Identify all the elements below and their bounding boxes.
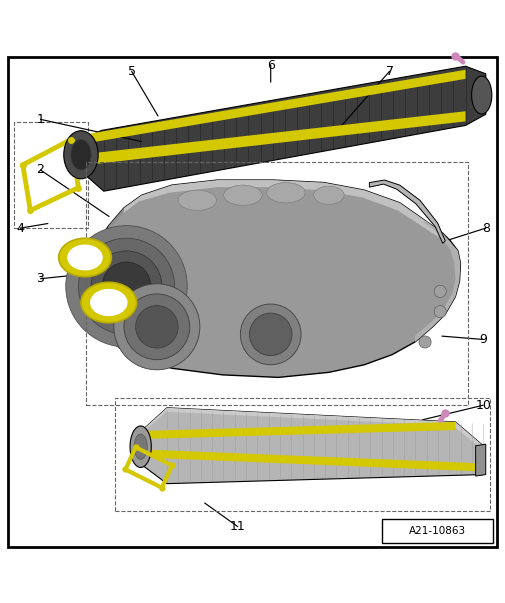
Ellipse shape — [266, 183, 305, 203]
Text: A21-10863: A21-10863 — [409, 526, 465, 536]
Polygon shape — [139, 422, 454, 439]
Ellipse shape — [178, 190, 216, 210]
Circle shape — [135, 306, 178, 348]
Ellipse shape — [134, 434, 147, 459]
Ellipse shape — [59, 238, 111, 277]
Circle shape — [66, 226, 187, 347]
Text: 2: 2 — [36, 163, 44, 177]
Polygon shape — [475, 444, 485, 476]
Circle shape — [114, 284, 199, 370]
Text: 3: 3 — [36, 272, 44, 285]
Circle shape — [433, 306, 445, 318]
Text: 7: 7 — [385, 65, 393, 78]
Polygon shape — [78, 111, 465, 166]
Ellipse shape — [471, 76, 491, 114]
Polygon shape — [139, 449, 482, 472]
Circle shape — [78, 238, 174, 335]
Bar — [86, 162, 467, 405]
Text: 6: 6 — [266, 58, 274, 72]
Polygon shape — [138, 408, 482, 448]
Ellipse shape — [71, 139, 91, 170]
Circle shape — [433, 285, 445, 297]
Ellipse shape — [81, 282, 136, 323]
Polygon shape — [369, 180, 444, 243]
Polygon shape — [88, 180, 460, 377]
Polygon shape — [123, 180, 442, 238]
Circle shape — [91, 251, 162, 322]
Text: 11: 11 — [229, 520, 245, 533]
Ellipse shape — [223, 185, 262, 206]
Ellipse shape — [67, 244, 103, 271]
Bar — [381, 519, 492, 543]
Bar — [14, 122, 87, 228]
Ellipse shape — [313, 186, 343, 204]
Polygon shape — [414, 221, 460, 342]
Circle shape — [124, 294, 189, 360]
Circle shape — [249, 313, 291, 356]
Bar — [115, 397, 489, 511]
Circle shape — [418, 336, 430, 348]
Text: 4: 4 — [16, 222, 24, 235]
Text: 8: 8 — [481, 222, 489, 235]
Ellipse shape — [130, 426, 151, 467]
Text: 9: 9 — [478, 333, 486, 346]
Polygon shape — [88, 208, 124, 284]
Ellipse shape — [90, 289, 127, 316]
Circle shape — [240, 304, 300, 365]
Polygon shape — [78, 70, 465, 145]
Polygon shape — [136, 408, 482, 484]
Polygon shape — [78, 66, 485, 191]
Text: 10: 10 — [474, 399, 490, 412]
Circle shape — [102, 262, 150, 311]
Text: 1: 1 — [36, 113, 44, 126]
Text: 5: 5 — [127, 65, 135, 78]
Ellipse shape — [64, 131, 98, 179]
